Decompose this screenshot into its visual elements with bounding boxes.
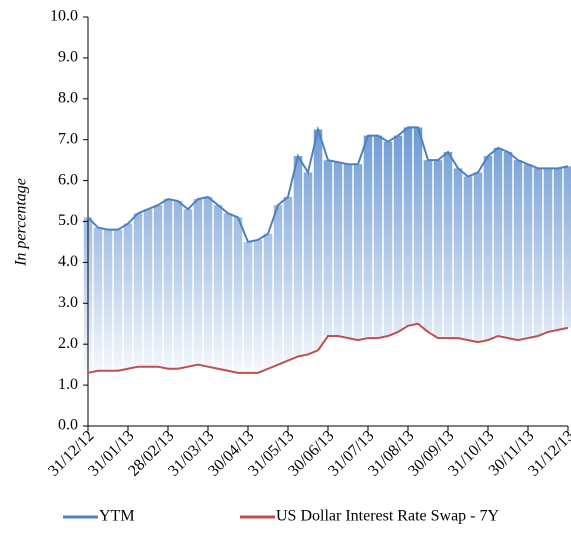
spread-bar (263, 233, 273, 369)
spread-bar (403, 127, 413, 326)
spread-bar (183, 209, 193, 367)
spread-bar (323, 160, 333, 337)
spread-bar (93, 227, 103, 371)
spread-bar (273, 205, 283, 365)
spread-bar (493, 147, 503, 337)
spread-bar (353, 164, 363, 341)
y-tick-label: 5.0 (58, 212, 78, 229)
spread-bar (133, 213, 143, 367)
spread-bar (243, 241, 253, 373)
spread-bar (383, 141, 393, 337)
spread-bar (153, 205, 163, 367)
spread-bar (483, 156, 493, 341)
spread-bar (433, 160, 443, 339)
spread-bar (283, 196, 293, 361)
spread-bar (393, 135, 403, 332)
y-tick-label: 2.0 (58, 335, 78, 352)
spread-bar (553, 168, 563, 330)
spread-bar (103, 229, 113, 371)
spread-bar (363, 135, 373, 339)
y-tick-label: 0.0 (58, 417, 78, 434)
y-tick-label: 4.0 (58, 253, 78, 270)
spread-bar (233, 217, 243, 373)
y-tick-label: 6.0 (58, 171, 78, 188)
spread-bar (203, 196, 213, 367)
spread-bar (213, 205, 223, 369)
spread-bar (533, 168, 543, 337)
spread-bar (253, 239, 263, 373)
spread-bar (163, 199, 173, 369)
spread-bar (473, 172, 483, 343)
spread-bar (303, 172, 313, 355)
y-tick-label: 9.0 (58, 49, 78, 66)
spread-bar (503, 151, 513, 339)
y-tick-label: 3.0 (58, 294, 78, 311)
spread-bar (193, 199, 203, 365)
spread-bar (113, 229, 123, 371)
legend-label: YTM (99, 508, 135, 525)
spread-bar (123, 223, 133, 369)
y-axis-label: In percentage (13, 178, 30, 267)
spread-bar (313, 129, 323, 351)
spread-bar (293, 156, 303, 357)
series-line (87, 125, 569, 244)
spread-bar (413, 127, 423, 324)
spread-bar (563, 166, 571, 328)
spread-bar (463, 176, 473, 341)
spread-bar (143, 209, 153, 367)
spread-bar (173, 201, 183, 369)
spread-bar (343, 164, 353, 339)
spread-bar (543, 168, 553, 332)
y-tick-label: 8.0 (58, 89, 78, 106)
spread-bar (223, 213, 233, 371)
spread-bar (513, 160, 523, 341)
y-tick-label: 10.0 (50, 8, 78, 25)
spread-bar (453, 168, 463, 339)
y-tick-label: 1.0 (58, 376, 78, 393)
spread-bar (443, 151, 453, 339)
legend-label: US Dollar Interest Rate Swap - 7Y (276, 508, 500, 525)
spread-bar (423, 160, 433, 332)
spread-bar (523, 164, 533, 339)
spread-bar (333, 162, 343, 337)
y-tick-label: 7.0 (58, 130, 78, 147)
series-line (87, 322, 569, 374)
spread-bar (373, 135, 383, 339)
